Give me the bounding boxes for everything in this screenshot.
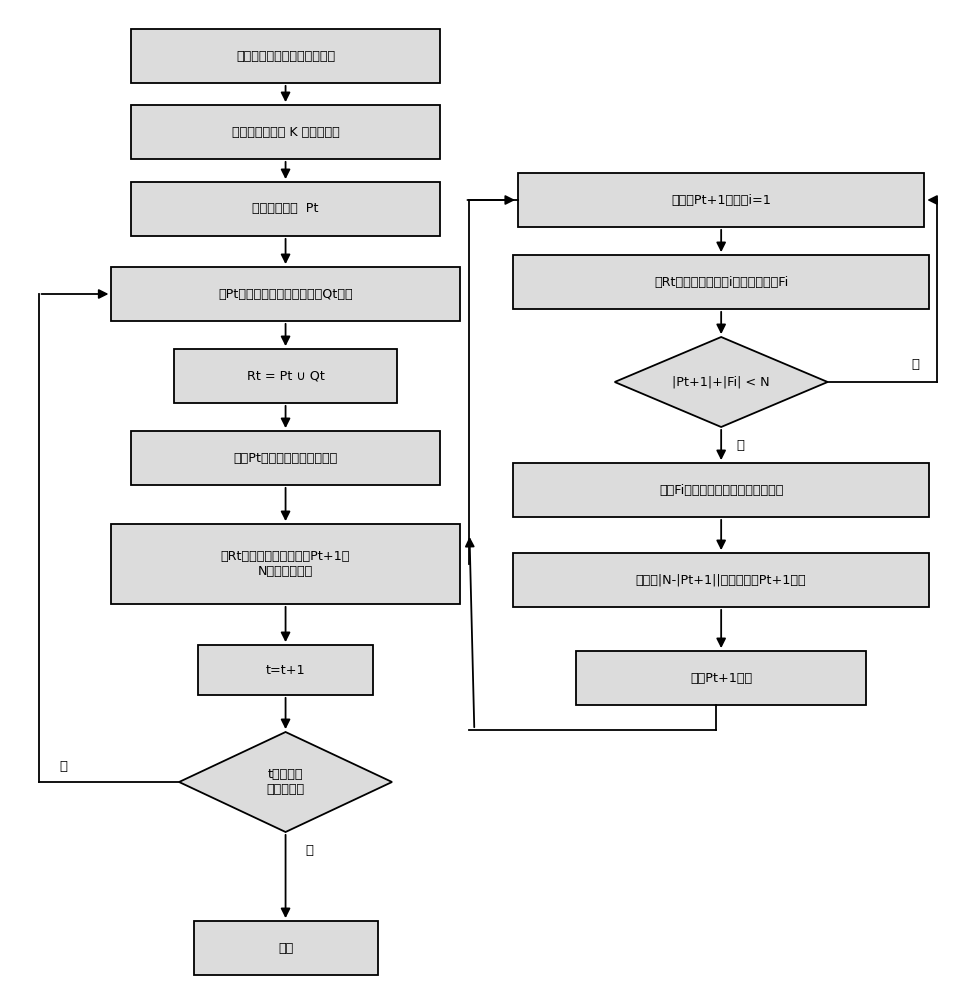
- Text: 计算Fi中个体拥挤距离，按降序排列: 计算Fi中个体拥挤距离，按降序排列: [659, 484, 783, 496]
- Text: |Pt+1|+|Fi| < N: |Pt+1|+|Fi| < N: [673, 375, 770, 388]
- Text: 计算Pt中每个个体的适应度值: 计算Pt中每个个体的适应度值: [233, 452, 338, 464]
- FancyBboxPatch shape: [576, 651, 866, 705]
- FancyBboxPatch shape: [518, 173, 924, 227]
- Text: 新种群Pt+1为空，i=1: 新种群Pt+1为空，i=1: [671, 194, 771, 207]
- Text: 生成父代种群  Pt: 生成父代种群 Pt: [253, 202, 318, 216]
- Polygon shape: [615, 337, 828, 427]
- Text: 是: 是: [59, 760, 67, 772]
- Text: t=t+1: t=t+1: [266, 664, 305, 676]
- Text: 否: 否: [306, 844, 314, 856]
- Text: 输入初始网络信息和资源信息: 输入初始网络信息和资源信息: [236, 49, 335, 62]
- FancyBboxPatch shape: [513, 463, 929, 517]
- Text: t是否小于
进化代数？: t是否小于 进化代数？: [266, 768, 305, 796]
- Text: 是: 是: [912, 358, 920, 370]
- Polygon shape: [179, 732, 392, 832]
- Text: 得到Pt+1种群: 得到Pt+1种群: [690, 672, 752, 684]
- FancyBboxPatch shape: [513, 553, 929, 607]
- FancyBboxPatch shape: [131, 431, 440, 485]
- FancyBboxPatch shape: [174, 349, 397, 403]
- Text: 退出: 退出: [278, 942, 293, 954]
- Text: 否: 否: [737, 439, 744, 452]
- FancyBboxPatch shape: [131, 29, 440, 83]
- FancyBboxPatch shape: [111, 524, 460, 604]
- Text: 计算每个业务的 K 条最短路径: 计算每个业务的 K 条最短路径: [231, 125, 340, 138]
- FancyBboxPatch shape: [111, 267, 460, 321]
- FancyBboxPatch shape: [198, 645, 373, 695]
- Text: 按Rt非劣等级从低到高对Pt+1的
N个体进行填充: 按Rt非劣等级从低到高对Pt+1的 N个体进行填充: [221, 550, 350, 578]
- FancyBboxPatch shape: [131, 105, 440, 159]
- Text: 对Rt非劣分级获得第i级个体的集合Fi: 对Rt非劣分级获得第i级个体的集合Fi: [654, 275, 788, 288]
- Text: 对Pt进行交叉、变异操作生成Qt种群: 对Pt进行交叉、变异操作生成Qt种群: [218, 288, 353, 300]
- FancyBboxPatch shape: [131, 182, 440, 236]
- Text: 选择前|N-|Pt+1||个个体填充Pt+1种群: 选择前|N-|Pt+1||个个体填充Pt+1种群: [636, 574, 806, 586]
- Text: Rt = Pt ∪ Qt: Rt = Pt ∪ Qt: [247, 369, 324, 382]
- FancyBboxPatch shape: [194, 921, 378, 975]
- FancyBboxPatch shape: [513, 255, 929, 309]
